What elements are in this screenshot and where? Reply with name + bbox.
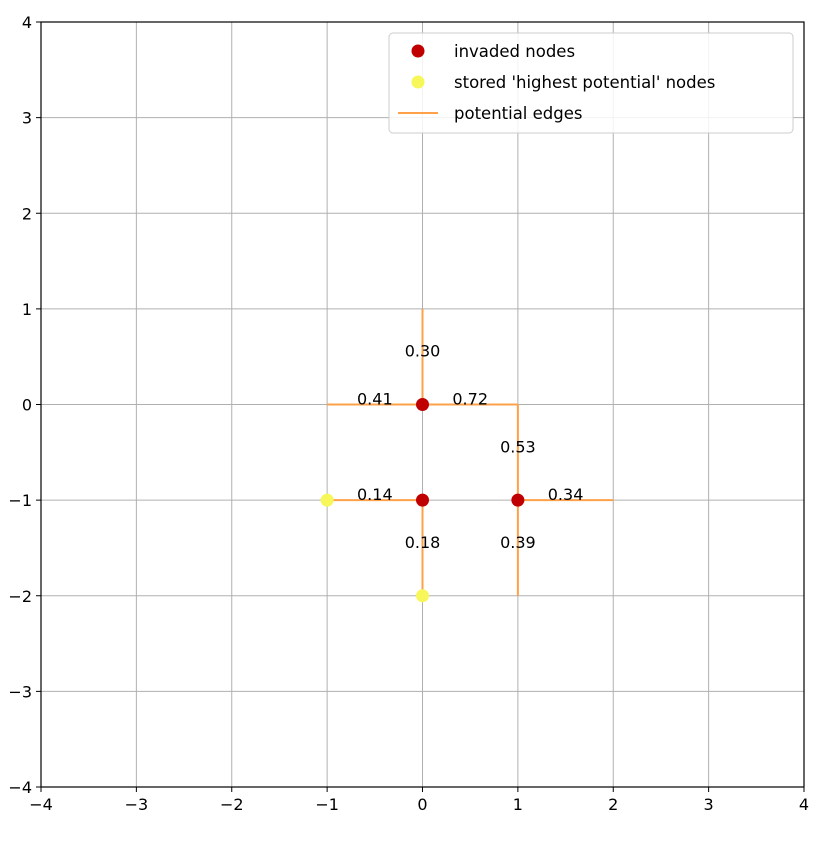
legend: invaded nodes stored 'highest potential'…	[388, 32, 794, 134]
x-tick-label: 4	[799, 795, 809, 814]
edge-weight-label: 0.53	[500, 437, 536, 456]
x-tick-label: −4	[29, 795, 53, 814]
y-tick-label: 0	[22, 396, 32, 415]
legend-label-edges: potential edges	[454, 104, 583, 123]
edge-weight-label: 0.41	[357, 390, 393, 409]
edge-weight-label: 0.72	[452, 390, 488, 409]
invaded-node	[416, 493, 429, 507]
stored-node	[320, 493, 334, 507]
x-tick-label: 1	[513, 795, 523, 814]
x-tick-label: 0	[417, 795, 427, 814]
edge-labels: 0.30 0.41 0.72 0.53 0.14 0.34 0.18 0.39	[357, 342, 583, 552]
nodes	[320, 398, 525, 603]
y-tick-label: 2	[22, 204, 32, 223]
edge-weight-label: 0.14	[357, 485, 393, 504]
y-tick-label: −3	[8, 682, 32, 701]
x-tick-label: −1	[315, 795, 339, 814]
y-tick-label: 3	[22, 109, 32, 128]
legend-label-invaded: invaded nodes	[454, 42, 575, 61]
y-tick-label: −1	[8, 491, 32, 510]
y-tick-label: 1	[22, 300, 32, 319]
invaded-node	[511, 493, 525, 507]
legend-marker-invaded	[411, 44, 425, 58]
legend-marker-stored	[411, 75, 425, 89]
invaded-node	[416, 398, 429, 411]
legend-box	[388, 32, 794, 134]
stored-node	[416, 589, 429, 603]
legend-label-stored: stored 'highest potential' nodes	[454, 73, 715, 92]
x-tick-label: 2	[608, 795, 618, 814]
edge-weight-label: 0.30	[405, 342, 441, 361]
x-tick-label: 3	[704, 795, 714, 814]
y-tick-label: −2	[8, 587, 32, 606]
x-tick-label: −2	[220, 795, 244, 814]
edge-weight-label: 0.34	[548, 485, 584, 504]
axis-ticks: −4 −3 −2 −1 0 1 2 3 4 −4 −3 −2 −1 0 1 2 3 4	[8, 13, 809, 814]
edge-weight-label: 0.18	[405, 533, 441, 552]
y-tick-label: 4	[22, 13, 32, 32]
edge-weight-label: 0.39	[500, 533, 536, 552]
potential-edges	[327, 308, 614, 596]
y-tick-label: −4	[8, 778, 32, 797]
x-tick-label: −3	[125, 795, 149, 814]
